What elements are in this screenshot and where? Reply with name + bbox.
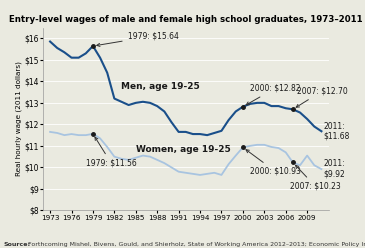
- Text: 2011:
$9.92: 2011: $9.92: [324, 159, 345, 179]
- Y-axis label: Real hourly wage (2011 dollars): Real hourly wage (2011 dollars): [15, 62, 22, 176]
- Text: Women, age 19-25: Women, age 19-25: [136, 145, 231, 154]
- Text: Men, age 19-25: Men, age 19-25: [122, 82, 200, 91]
- Text: 2007: $10.23: 2007: $10.23: [290, 165, 341, 191]
- Text: 2000: $12.82: 2000: $12.82: [246, 84, 300, 105]
- Text: 2000: $10.93: 2000: $10.93: [246, 150, 301, 176]
- Text: Source:: Source:: [4, 242, 31, 247]
- Title: Entry-level wages of male and female high school graduates, 1973–2011: Entry-level wages of male and female hig…: [9, 15, 362, 24]
- Text: 2011:
$11.68: 2011: $11.68: [324, 122, 350, 141]
- Text: 2007: $12.70: 2007: $12.70: [296, 86, 348, 107]
- Text: Forthcoming Mishel, Bivens, Gould, and Shierholz, State of Working America 2012–: Forthcoming Mishel, Bivens, Gould, and S…: [26, 242, 365, 247]
- Text: 1979: $15.64: 1979: $15.64: [97, 31, 178, 46]
- Text: 1979: $11.56: 1979: $11.56: [86, 137, 137, 168]
